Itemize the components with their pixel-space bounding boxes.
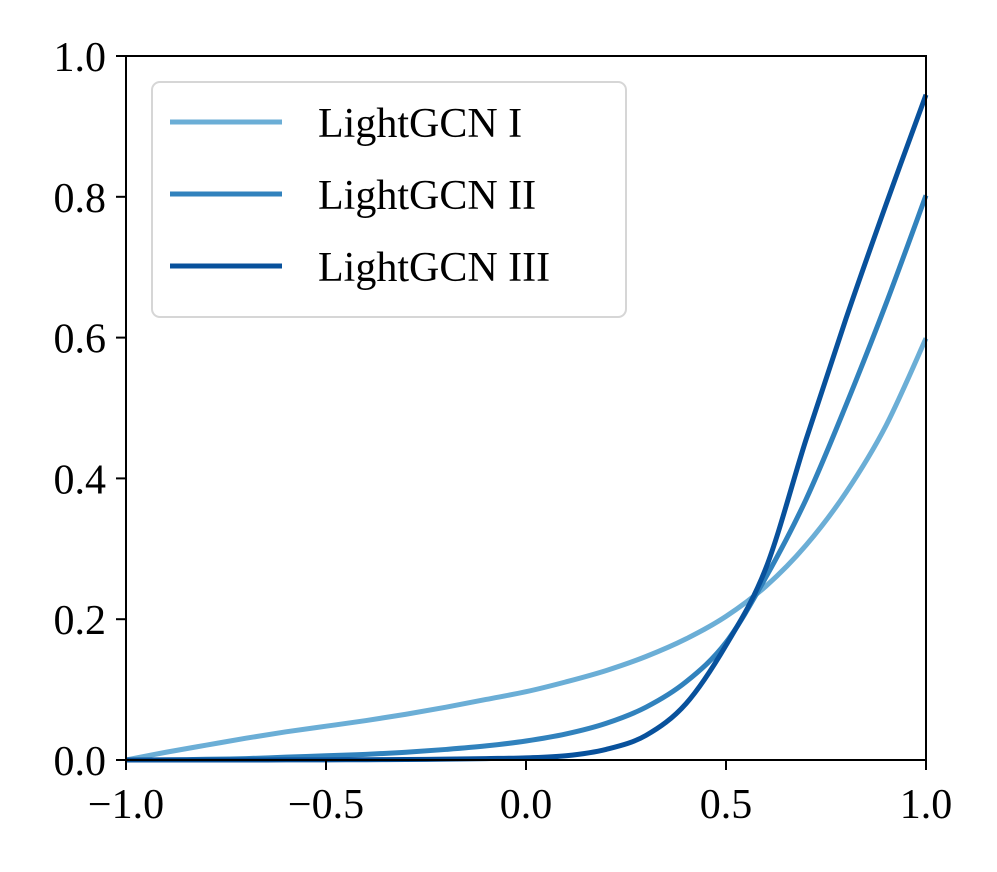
y-axis: 0.0 0.2 0.4 0.6 0.8 1.0	[54, 35, 126, 785]
legend: LightGCN I LightGCN II LightGCN III	[151, 81, 627, 318]
legend-label-1: LightGCN I	[318, 101, 522, 147]
x-tick-label: −1.0	[88, 782, 164, 828]
legend-box	[151, 81, 627, 318]
x-tick-label: 0.5	[700, 782, 753, 828]
x-axis: −1.0 −0.5 0.0 0.5 1.0	[88, 760, 952, 828]
x-tick-label: 0.0	[500, 782, 553, 828]
legend-label-2: LightGCN II	[318, 173, 536, 219]
y-tick-label: 0.4	[54, 457, 107, 503]
y-tick-label: 1.0	[54, 35, 107, 81]
y-tick-label: 0.6	[54, 317, 107, 363]
y-tick-label: 0.0	[54, 739, 107, 785]
x-tick-label: 1.0	[900, 782, 953, 828]
y-tick-label: 0.8	[54, 176, 107, 222]
y-tick-label: 0.2	[54, 598, 107, 644]
x-tick-label: −0.5	[288, 782, 364, 828]
series-line-1	[125, 337, 929, 763]
legend-label-3: LightGCN III	[318, 245, 550, 291]
